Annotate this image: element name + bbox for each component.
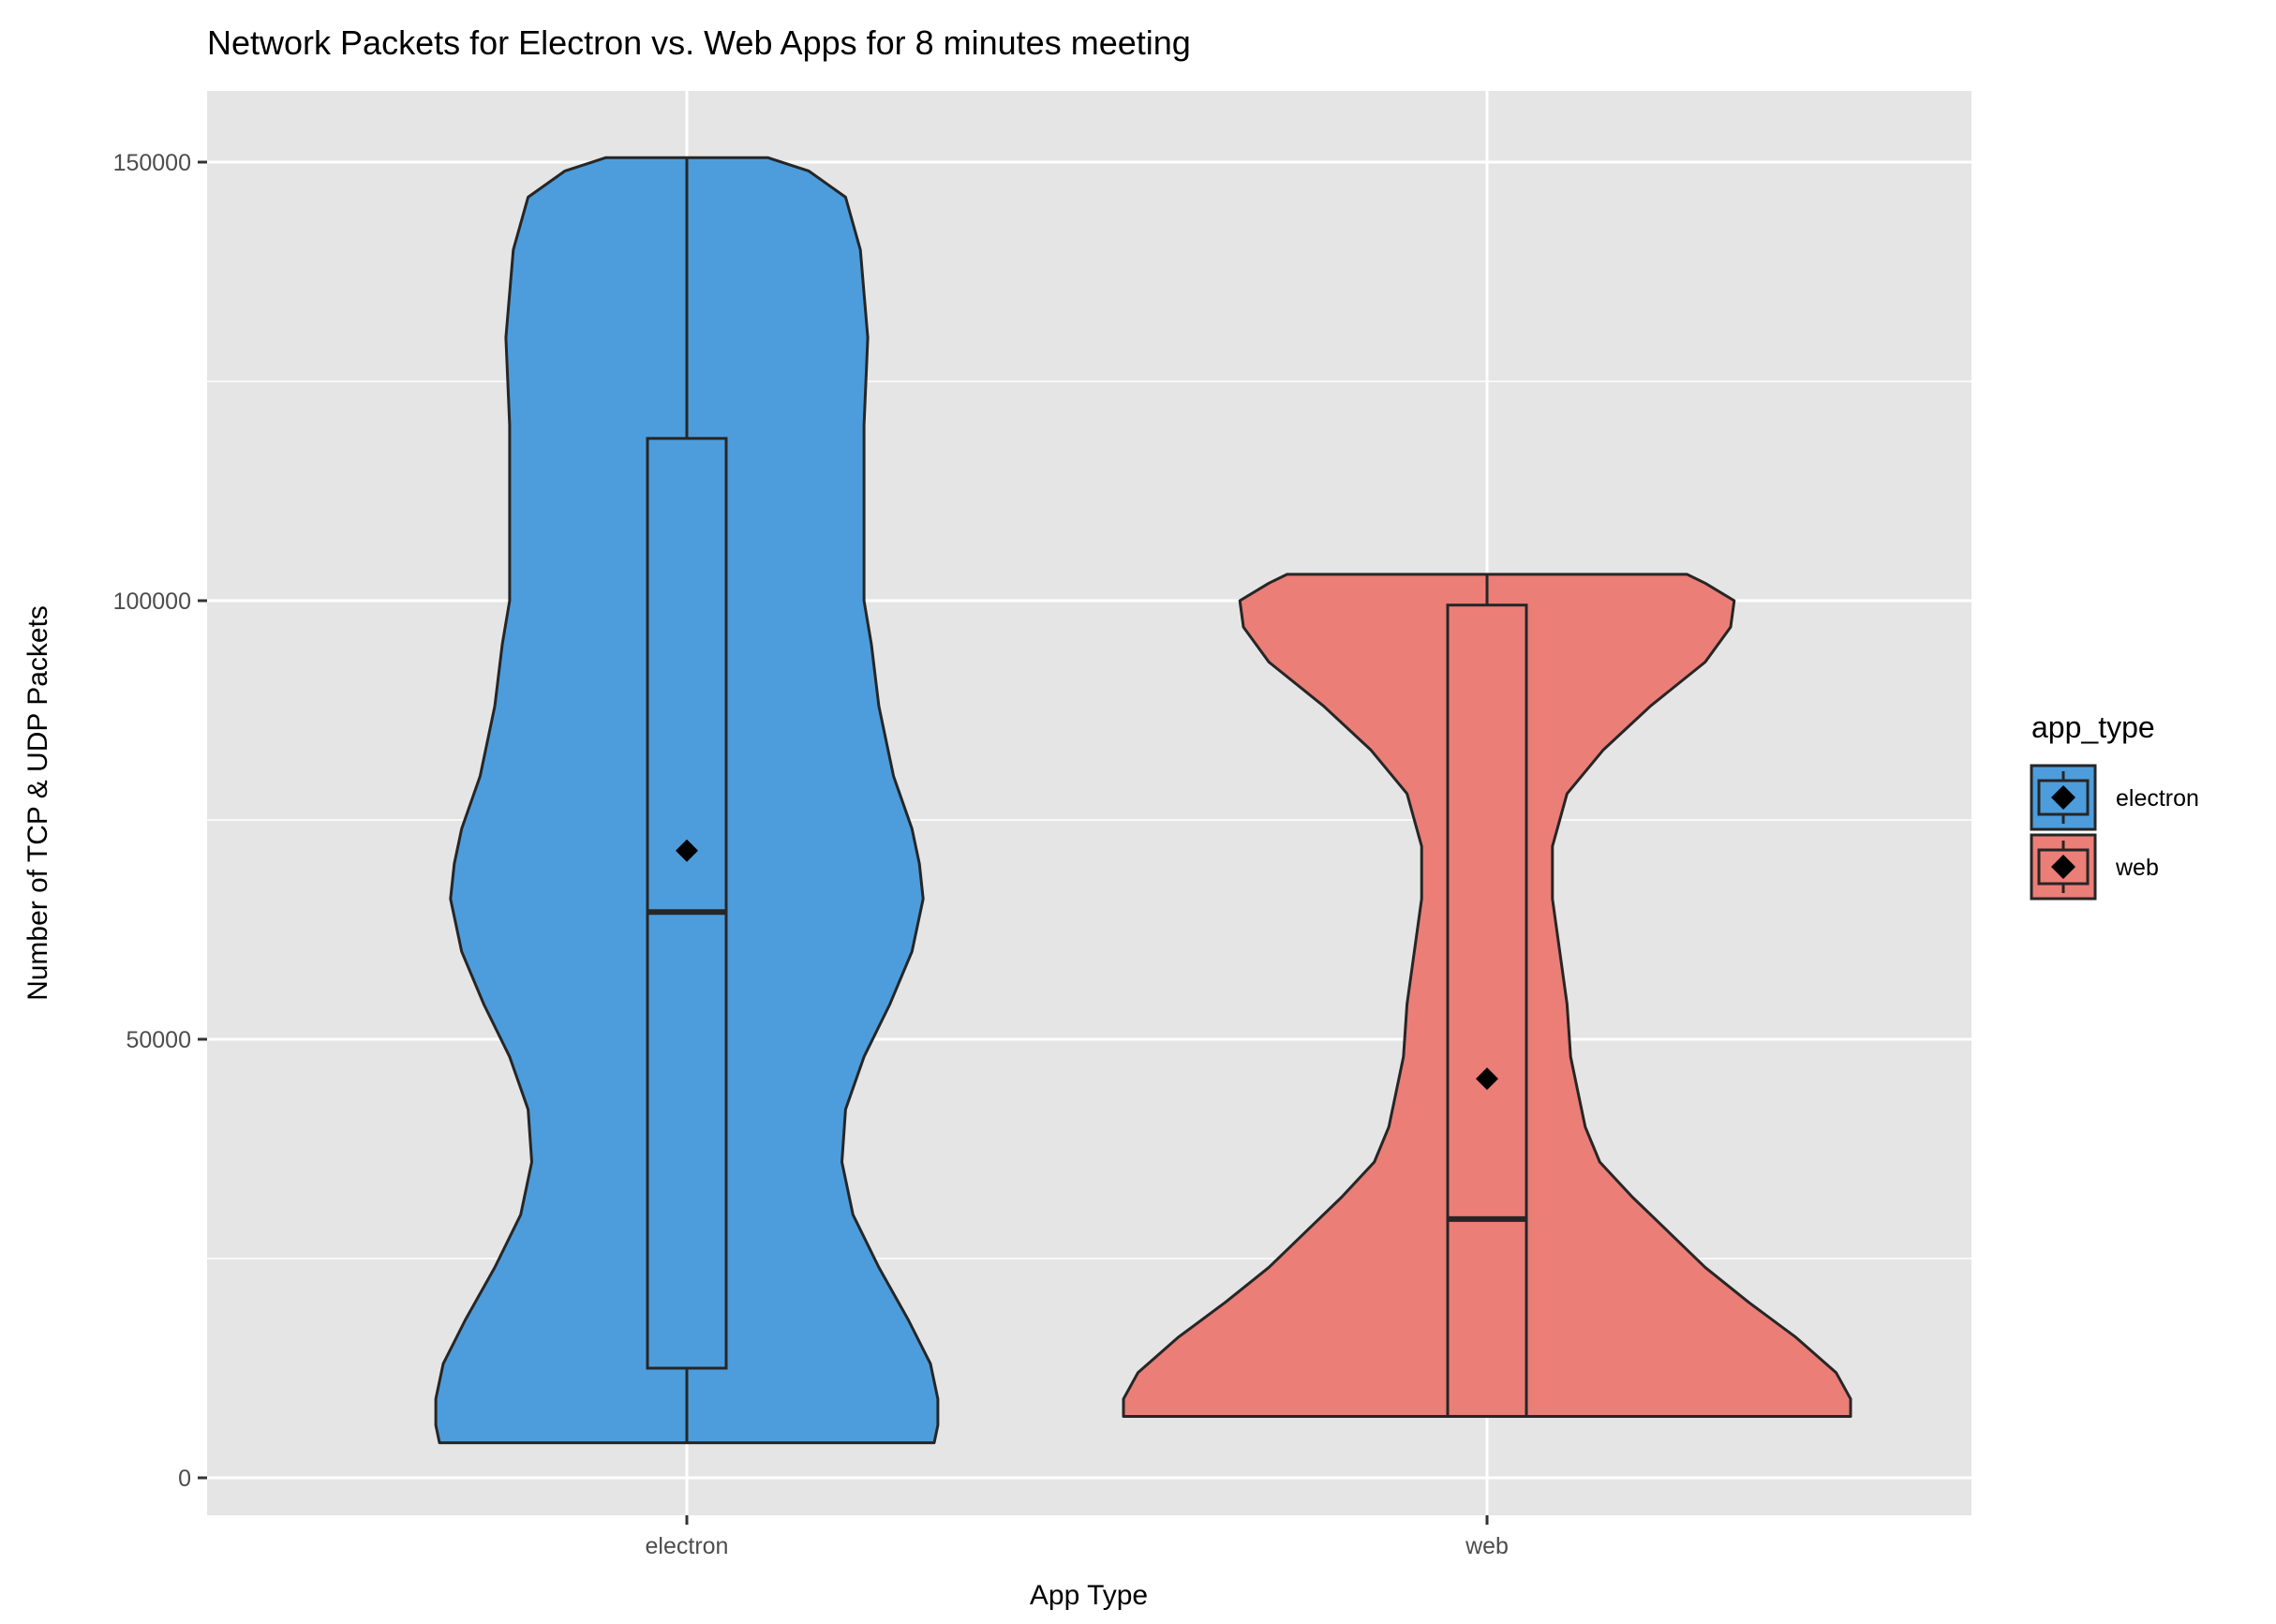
y-tick-label: 50000: [126, 1027, 191, 1053]
y-axis: 0 50000 100000 150000: [113, 150, 207, 1492]
chart-title: Network Packets for Electron vs. Web App…: [207, 23, 1191, 62]
legend: app_type electron web: [2030, 710, 2199, 901]
legend-mean-marker-electron: [2051, 785, 2075, 810]
x-tick-label: electron: [646, 1533, 729, 1559]
x-tick-label: web: [1465, 1533, 1509, 1559]
legend-label-electron: electron: [2116, 785, 2199, 812]
y-tick-label: 100000: [113, 589, 191, 615]
y-tick-label: 150000: [113, 150, 191, 176]
mean-marker-electron: [676, 839, 698, 862]
y-tick-label: 0: [178, 1466, 191, 1492]
mean-marker-web: [1476, 1067, 1498, 1091]
box-electron: [646, 437, 728, 1370]
box-web: [1446, 603, 1528, 1418]
legend-title: app_type: [2031, 710, 2155, 744]
x-axis-title: App Type: [1030, 1580, 1148, 1611]
y-axis-title: Number of TCP & UDP Packets: [22, 605, 53, 1001]
x-axis: electron web: [646, 1515, 1509, 1559]
legend-label-web: web: [2115, 855, 2159, 881]
boxplots: [646, 157, 1528, 1443]
legend-mean-marker-web: [2051, 855, 2075, 879]
